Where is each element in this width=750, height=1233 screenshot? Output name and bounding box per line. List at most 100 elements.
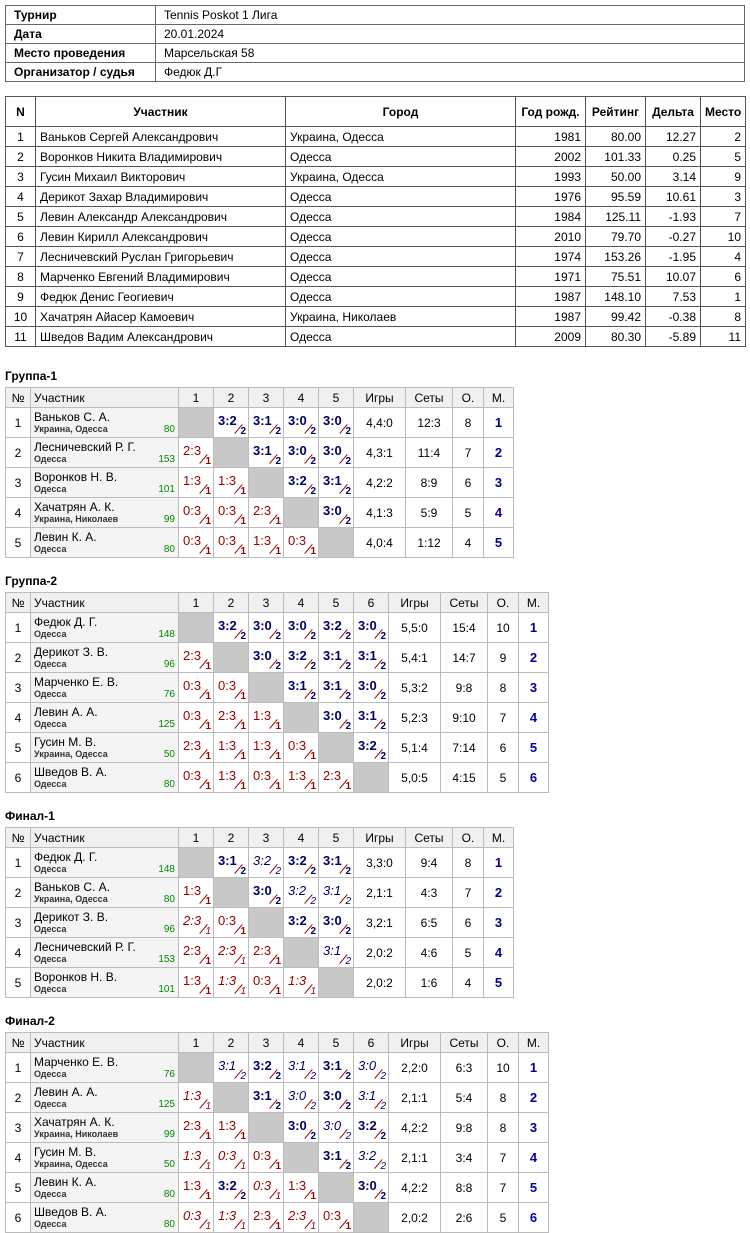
- diagonal-cell: [318, 732, 354, 763]
- group-row: 5 Воронков Н. В. Одесса 101 1:3 1 1:3 1 0:3 1 1:3 1…: [5, 967, 514, 998]
- header-cell: 1: [178, 592, 214, 613]
- score-cell: 1:3 1: [248, 527, 284, 558]
- score-cell: 3:2 2: [353, 1112, 389, 1143]
- score-cell: 0:3 1: [213, 672, 249, 703]
- place: 2: [483, 877, 514, 908]
- score: 3:1: [253, 1088, 272, 1103]
- header-cell: М.: [483, 387, 514, 408]
- match-points: 1: [275, 1191, 281, 1202]
- games: 4,1:3: [353, 497, 406, 528]
- group-row: 2 Лесничевский Р. Г. Одесса 153 2:3 1 3:1 2 3:0 2…: [5, 437, 514, 468]
- match-points: 1: [240, 956, 246, 967]
- player-name: Гусин М. В.: [34, 1145, 97, 1159]
- score-cell: 1:3 1: [178, 1172, 214, 1203]
- group-row: 4 Хачатрян А. К. Украина, Николаев 99 0:3 1 0:…: [5, 497, 514, 528]
- match-points: 1: [205, 1191, 211, 1202]
- match-points: 2: [345, 866, 351, 877]
- score: 0:3: [218, 503, 237, 518]
- sets: 7:14: [440, 732, 488, 763]
- participant-cell: 6: [5, 226, 36, 247]
- score-cell: 0:3 1: [248, 967, 284, 998]
- match-points: 1: [205, 546, 211, 557]
- score-cell: 3:0 2: [318, 407, 354, 438]
- match-points: 1: [240, 781, 246, 792]
- points: 9: [487, 642, 519, 673]
- match-points: 1: [310, 1221, 316, 1232]
- player-name: Гусин М. В.: [34, 735, 97, 749]
- player-rating: 80: [163, 1219, 175, 1230]
- player-rating: 50: [163, 1159, 175, 1170]
- match-points: 1: [240, 1221, 246, 1232]
- match-points: 2: [310, 486, 316, 497]
- sets: 14:7: [440, 642, 488, 673]
- score-cell: 3:0 2: [283, 1082, 319, 1113]
- score: 3:0: [288, 618, 307, 633]
- match-points: 1: [275, 986, 281, 997]
- header-cell: Сеты: [440, 1032, 488, 1053]
- header-cell: Игры: [388, 1032, 441, 1053]
- sets: 4:6: [405, 937, 453, 968]
- place: 1: [483, 847, 514, 878]
- match-points: 2: [380, 661, 386, 672]
- diagonal-cell: [178, 407, 214, 438]
- player-rating: 125: [158, 719, 175, 730]
- match-points: 1: [205, 751, 211, 762]
- place: 4: [483, 937, 514, 968]
- participant-cell: 4: [5, 186, 36, 207]
- player-city: Украина, Николаев: [34, 1129, 119, 1139]
- score: 3:2: [218, 413, 237, 428]
- match-points: 2: [345, 721, 351, 732]
- group-table: № Участник 1 2 3 4 5 6 Игры Сеты О. М. 1 Марченко Е. …: [5, 1032, 549, 1233]
- games: 3,2:1: [353, 907, 406, 938]
- score-cell: 3:2 2: [353, 732, 389, 763]
- score-cell: 0:3 1: [283, 527, 319, 558]
- player-city: Одесса: [34, 1069, 67, 1079]
- header-cell: 5: [318, 592, 354, 613]
- place: 4: [518, 1142, 549, 1173]
- player-cell: Левин К. А. Одесса 80: [30, 1172, 179, 1203]
- score-cell: 3:0 2: [353, 1052, 389, 1083]
- score-cell: 2:3 1: [213, 937, 249, 968]
- sets: 5:4: [440, 1082, 488, 1113]
- player-rating: 96: [163, 924, 175, 935]
- participant-cell: 5: [5, 206, 36, 227]
- row-number: 2: [5, 437, 31, 468]
- match-points: 2: [310, 661, 316, 672]
- score: 3:2: [218, 618, 237, 633]
- player-rating: 76: [163, 1069, 175, 1080]
- score-cell: 1:3 1: [213, 732, 249, 763]
- score: 1:3: [218, 473, 237, 488]
- match-points: 2: [310, 1131, 316, 1142]
- header-cell: Рейтинг: [585, 96, 646, 127]
- participant-cell: Марченко Евгений Владимирович: [35, 266, 286, 287]
- points: 6: [452, 907, 484, 938]
- score: 3:0: [288, 413, 307, 428]
- header-cell: Сеты: [440, 592, 488, 613]
- score: 1:3: [183, 1178, 202, 1193]
- header-cell: 4: [283, 827, 319, 848]
- score: 3:0: [253, 648, 272, 663]
- header-cell: М.: [518, 592, 549, 613]
- score: 1:3: [183, 473, 202, 488]
- row-number: 6: [5, 762, 31, 793]
- player-cell: Дерикот З. В. Одесса 96: [30, 907, 179, 938]
- player-city: Одесса: [34, 1189, 67, 1199]
- diagonal-cell: [248, 1112, 284, 1143]
- score: 1:3: [183, 1148, 202, 1163]
- score: 2:3: [253, 503, 272, 518]
- match-points: 2: [380, 1101, 386, 1112]
- score: 1:3: [253, 708, 272, 723]
- player-cell: Гусин М. В. Украина, Одесса 50: [30, 1142, 179, 1173]
- match-points: 1: [275, 516, 281, 527]
- score: 3:2: [288, 913, 307, 928]
- score: 1:3: [253, 738, 272, 753]
- match-points: 2: [380, 1131, 386, 1142]
- score: 3:1: [323, 648, 342, 663]
- match-points: 2: [240, 1071, 246, 1082]
- match-points: 1: [275, 956, 281, 967]
- header-cell: 4: [283, 387, 319, 408]
- score: 1:3: [288, 973, 307, 988]
- diagonal-cell: [213, 642, 249, 673]
- sets: 6:5: [405, 907, 453, 938]
- participant-row: 4 Дерикот Захар Владимирович Одесса 1976 95.…: [5, 186, 746, 207]
